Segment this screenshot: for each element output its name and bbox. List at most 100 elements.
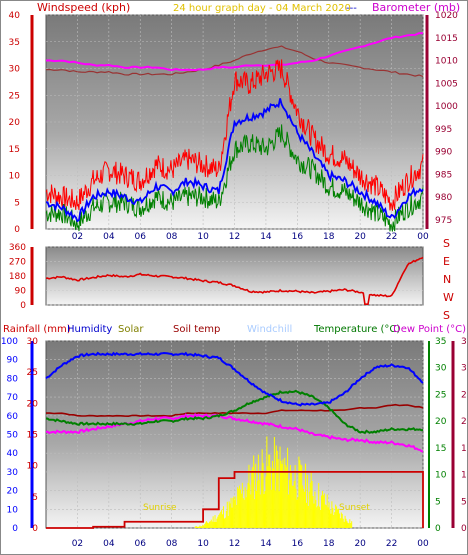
humidity-axis: 0 10 20 30 40 50 60 70 80 90 100 [1,337,34,534]
dewpoint-tick-label: 25 [461,390,467,400]
wind-x-tick-label: 02 [72,232,83,242]
soiltemp-label: Soil temp [173,324,220,335]
rain-tick-label: 0 [32,524,38,534]
windspeed-tick-label: 20 [9,118,21,128]
temp-x-tick-label: 16 [292,539,304,549]
humidity-tick-label: 70 [7,393,19,403]
rainfall-label: Rainfall (mm) [3,324,71,335]
temp-x-tick-label: 10 [197,539,209,549]
temperature-label: Temperature (°C) [313,324,400,335]
windspeed-axis: 0 5 10 15 20 25 30 35 40 [9,11,34,235]
direction-letter: N [443,273,451,286]
wind-x-tick-label: 14 [260,232,272,242]
barometer-label: Barometer (mb) [372,1,460,14]
humidity-tick-label: 20 [7,487,19,497]
wind-x-tick-label: 10 [197,232,209,242]
temp-x-tick-label: 22 [386,539,397,549]
humidity-tick-label: 40 [7,449,19,459]
barometer-tick-label: 975 [435,216,452,226]
wind-gust-line [45,59,424,211]
temp-x-tick-label: 20 [354,539,366,549]
temp-x-tick-label: 00 [417,539,429,549]
temperature-tick-label: 5 [435,497,441,507]
barometer-tick-label: 990 [435,148,452,158]
windspeed-tick-label: 35 [9,38,20,48]
solar-series [194,436,353,528]
direction-grid [46,246,423,306]
dewpoint-tick-label: 35 [461,337,467,347]
humidity-tick-label: 60 [7,412,19,422]
direction-line [45,256,424,305]
windspeed-tick-label: 30 [9,65,21,75]
direction-letter: S [443,237,450,250]
humidity-label: Humidity [67,324,112,335]
solar-label: Solar [118,324,144,335]
direction-tick-label: 180 [9,272,26,282]
temp-x-tick-label: 04 [103,539,115,549]
windspeed-label: Windspeed (kph) [37,1,130,14]
wind-x-tick-label: 04 [103,232,115,242]
humidity-tick-label: 30 [7,468,19,478]
barometer-tick-label: 985 [435,170,452,180]
windchill-label: Windchill [247,324,292,335]
temperature-tick-label: 15 [435,444,446,454]
direction-letter: E [443,255,450,268]
direction-tick-label: 90 [15,287,27,297]
temperature-tick-label: 10 [435,471,447,481]
dewpoint-tick-label: 15 [461,444,467,454]
wind-x-tick-label: 08 [166,232,178,242]
humidity-tick-label: 0 [12,524,18,534]
wind-x-tick-label: 06 [135,232,147,242]
direction-series [45,256,424,305]
temp-x-tick-label: 18 [323,539,335,549]
temperature-tick-label: 0 [435,524,441,534]
dewpoint-tick-label: 5 [461,497,467,507]
soiltemp-line [46,403,424,418]
wind-x-tick-label: 22 [386,232,397,242]
wind-x-tick-label: 12 [229,232,240,242]
wind-average-line [46,98,424,223]
dewpoint-tick-label: 30 [461,364,467,374]
barometer-tick-label: 1005 [435,79,458,89]
direction-tick-label: 270 [9,258,26,268]
dewpoint-line [45,412,424,453]
dewpoint-label: Dew Point (°C) [393,324,466,335]
wind-x-tick-label: 00 [417,232,429,242]
temp-x-tick-label: 02 [72,539,83,549]
rain-tick-label: 15 [27,431,38,441]
barometer-tick-label: 1015 [435,34,458,44]
temp-x-tick-label: 06 [135,539,147,549]
temperature-line [45,389,424,435]
rain-tick-label: 20 [27,399,39,409]
barometer-axis: 975 980 985 990 995 1000 1005 1010 1015 1020 [425,11,458,229]
barometer-tick-label: 980 [435,193,452,203]
wind-series [45,32,424,232]
temp-x-tick-label: 14 [260,539,272,549]
temp-series [45,351,424,529]
temperature-tick-label: 25 [435,390,446,400]
wind-x-axis: 02 04 06 08 10 12 14 16 18 20 22 00 [72,232,429,242]
direction-tick-label: 0 [20,301,26,311]
humidity-tick-label: 90 [7,356,19,366]
humidity-tick-label: 80 [7,374,19,384]
windspeed-tick-label: 40 [9,11,21,21]
humidity-tick-label: 50 [7,431,19,441]
windspeed-tick-label: 15 [9,145,20,155]
temp-x-tick-label: 08 [166,539,178,549]
rain-axis: 0 5 10 15 20 25 30 [27,337,39,534]
temp-x-axis: 02 04 06 08 10 12 14 16 18 20 22 00 [72,539,429,549]
title-dashes: --- [346,3,357,14]
barometer-tick-label: 995 [435,125,452,135]
temp-x-tick-label: 12 [229,539,240,549]
windspeed-tick-label: 10 [9,172,21,182]
barometer-tick-label: 1010 [435,57,458,67]
rain-tick-label: 25 [27,368,38,378]
direction-tick-label: 360 [9,243,26,253]
rainfall-line [46,471,424,529]
rain-tick-label: 10 [27,462,39,472]
sunset-label: Sunset [339,503,370,513]
dewpoint-tick-label: 20 [461,417,467,427]
barometer-trend-line [45,45,424,78]
